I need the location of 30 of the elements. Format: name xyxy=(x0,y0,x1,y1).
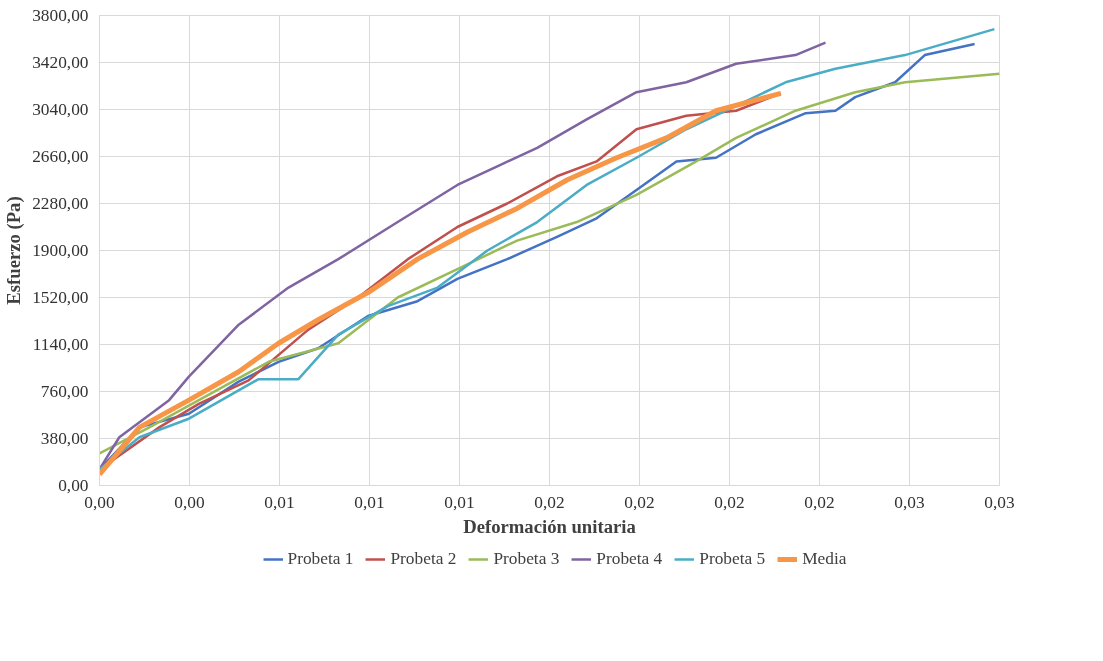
legend-label: Probeta 4 xyxy=(596,549,663,569)
legend-label: Probeta 1 xyxy=(287,549,354,569)
legend-label: Probeta 5 xyxy=(699,549,766,569)
y-tick-label: 3420,00 xyxy=(32,53,89,72)
y-tick-label: 1900,00 xyxy=(32,241,89,260)
y-tick-label: 3040,00 xyxy=(32,100,89,119)
y-tick-label: 1140,00 xyxy=(32,335,89,354)
y-tick-label: 2660,00 xyxy=(32,147,89,166)
x-tick-label: 0,02 xyxy=(624,492,655,512)
x-tick-label: 0,03 xyxy=(894,492,925,512)
x-tick-label: 0,02 xyxy=(714,492,745,512)
y-axis-title: Esfuerzo (Pa) xyxy=(3,196,26,305)
x-axis-title: Deformación unitaria xyxy=(463,515,637,537)
x-tick-label: 0,01 xyxy=(354,492,385,512)
y-tick-label: 380,00 xyxy=(40,429,89,448)
x-tick-label: 0,01 xyxy=(444,492,475,512)
y-tick-label: 0,00 xyxy=(58,476,89,495)
x-tick-label: 0,01 xyxy=(264,492,295,512)
legend-label: Media xyxy=(802,549,847,569)
legend-label: Probeta 2 xyxy=(390,549,457,569)
y-tick-label: 2280,00 xyxy=(32,194,89,213)
y-tick-label: 3800,00 xyxy=(32,6,89,25)
x-tick-label: 0,00 xyxy=(174,492,205,512)
x-tick-label: 0,02 xyxy=(804,492,835,512)
x-tick-label: 0,00 xyxy=(84,492,115,512)
y-tick-label: 760,00 xyxy=(40,382,89,401)
y-tick-label: 1520,00 xyxy=(32,288,89,307)
x-tick-label: 0,03 xyxy=(984,492,1015,512)
legend-label: Probeta 3 xyxy=(493,549,560,569)
x-tick-label: 0,02 xyxy=(534,492,565,512)
